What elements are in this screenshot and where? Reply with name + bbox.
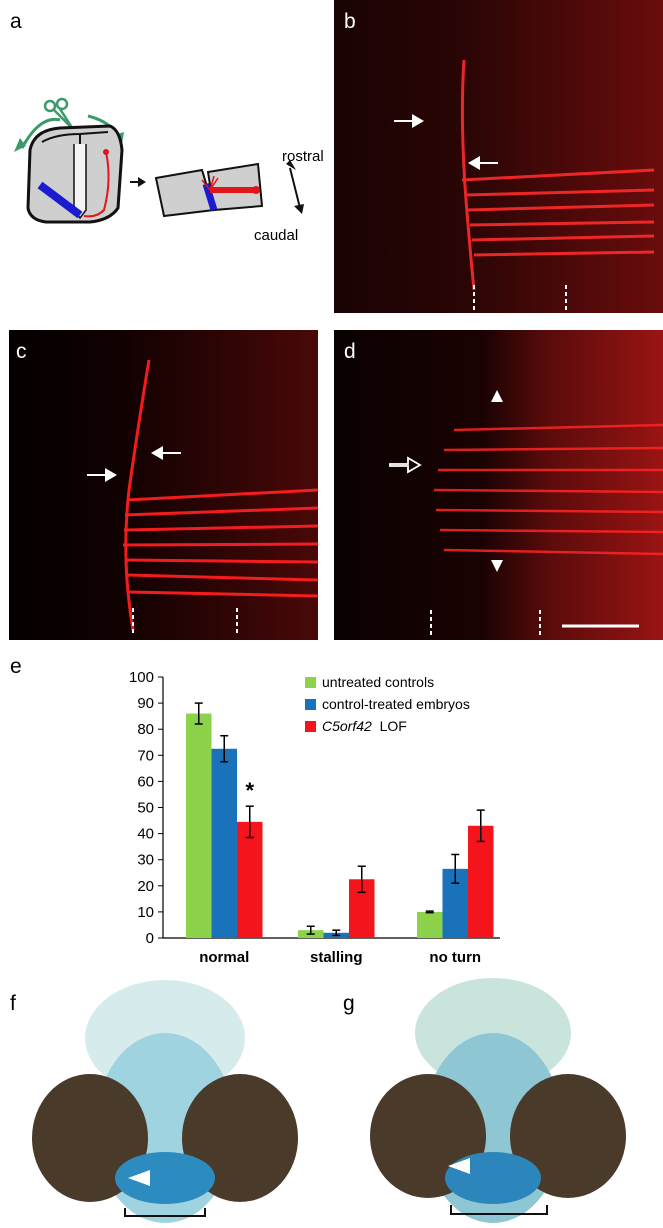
panel-d-micrograph <box>334 330 663 640</box>
panel-label-f: f <box>10 992 16 1015</box>
y-tick-label: 10 <box>137 904 154 921</box>
x-category-label: stalling <box>310 949 363 966</box>
bar <box>417 911 443 938</box>
y-tick-label: 70 <box>137 747 154 764</box>
panel-label-g: g <box>343 992 355 1015</box>
panel-f-larva <box>0 978 330 1228</box>
y-tick-label: 80 <box>137 721 154 738</box>
y-tick-label: 20 <box>137 878 154 895</box>
panel-e-chart: 0 10 20 30 40 50 60 70 80 90 100 normal stalling no t… <box>0 660 663 970</box>
legend-item-untreated: untreated controls <box>305 674 434 690</box>
x-category-label: normal <box>199 949 249 966</box>
panel-a-schematic <box>0 60 320 260</box>
panel-c-micrograph <box>9 330 318 640</box>
y-tick-label: 50 <box>137 800 154 817</box>
bar-chart: 0 10 20 30 40 50 60 70 80 90 100 normal stalling no t… <box>129 669 500 966</box>
legend-item-control: control-treated embryos <box>305 696 470 712</box>
caudal-label: caudal <box>254 227 299 244</box>
panel-label-b: b <box>344 10 356 33</box>
panel-label-d: d <box>344 340 356 363</box>
legend-text-control: control-treated embryos <box>322 696 470 712</box>
legend-text-lof: LOF <box>379 718 407 734</box>
rostral-label: rostral <box>282 148 324 165</box>
panel-label-c: c <box>16 340 27 363</box>
bar <box>211 748 237 938</box>
y-tick-label: 30 <box>137 852 154 869</box>
legend-item-lof: C5orf42 LOF <box>305 718 407 734</box>
panel-label-e: e <box>10 655 22 678</box>
legend-swatch-green <box>305 677 316 688</box>
panel-label-a: a <box>10 10 22 33</box>
bar <box>237 821 263 938</box>
legend-swatch-blue <box>305 699 316 710</box>
significance-asterisk: * <box>245 778 254 803</box>
legend-swatch-red <box>305 721 316 732</box>
y-tick-label: 60 <box>137 773 154 790</box>
panel-g-larva <box>333 978 663 1228</box>
y-tick-label: 90 <box>137 695 154 712</box>
panel-b-micrograph <box>334 0 663 313</box>
y-tick-label: 40 <box>137 826 154 843</box>
legend-text-gene: C5orf42 <box>322 718 372 734</box>
bar <box>468 825 494 938</box>
x-category-label: no turn <box>429 949 481 966</box>
y-tick-label: 0 <box>146 930 154 947</box>
y-tick-label: 100 <box>129 669 154 686</box>
legend-text-untreated: untreated controls <box>322 674 435 690</box>
bar <box>186 713 212 938</box>
